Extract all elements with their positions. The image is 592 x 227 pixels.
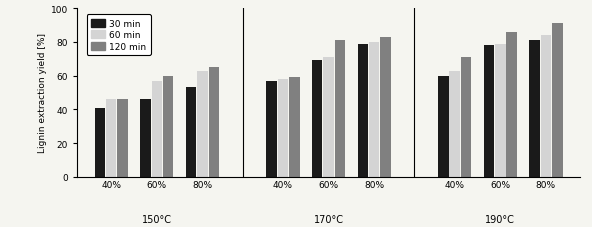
Bar <box>117 100 128 177</box>
Bar <box>369 43 379 177</box>
Bar <box>266 81 277 177</box>
Bar <box>484 46 494 177</box>
Bar <box>540 36 551 177</box>
Text: 170°C: 170°C <box>314 214 343 224</box>
Bar <box>461 58 471 177</box>
Bar <box>323 58 334 177</box>
Bar <box>438 76 449 177</box>
Bar <box>278 80 288 177</box>
Bar <box>186 88 197 177</box>
Bar <box>358 44 368 177</box>
Legend: 30 min, 60 min, 120 min: 30 min, 60 min, 120 min <box>86 15 151 56</box>
Y-axis label: Lignin extraction yield [%]: Lignin extraction yield [%] <box>37 33 47 153</box>
Bar <box>449 71 460 177</box>
Text: 190°C: 190°C <box>485 214 515 224</box>
Bar <box>507 33 517 177</box>
Bar <box>289 78 300 177</box>
Bar <box>552 24 562 177</box>
Bar <box>334 41 345 177</box>
Bar <box>163 76 173 177</box>
Bar <box>197 71 208 177</box>
Bar <box>106 100 117 177</box>
Text: 150°C: 150°C <box>142 214 172 224</box>
Bar <box>140 100 150 177</box>
Bar <box>95 108 105 177</box>
Bar <box>208 68 219 177</box>
Bar <box>312 61 323 177</box>
Bar <box>152 81 162 177</box>
Bar <box>495 44 506 177</box>
Bar <box>380 38 391 177</box>
Bar <box>529 41 540 177</box>
